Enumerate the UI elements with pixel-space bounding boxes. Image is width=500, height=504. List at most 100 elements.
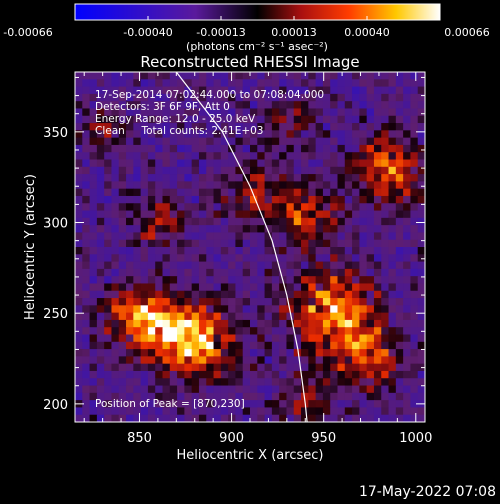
image-cell <box>410 349 419 357</box>
image-cell <box>155 370 163 379</box>
image-cell <box>410 385 419 394</box>
y-tick-label: 250 <box>43 307 68 322</box>
image-cell <box>191 247 200 255</box>
image-cell <box>359 319 368 328</box>
image-cell <box>410 130 419 139</box>
image-cell <box>184 327 193 335</box>
image-cell <box>337 217 346 226</box>
image-cell <box>337 276 346 284</box>
image-cell <box>359 232 368 241</box>
image-cell <box>388 349 397 357</box>
image-cell <box>308 414 317 422</box>
image-cell <box>308 268 317 277</box>
image-cell <box>75 312 83 321</box>
image-cell <box>147 276 156 284</box>
image-cell <box>184 370 193 379</box>
image-cell <box>286 181 295 190</box>
image-cell <box>417 152 425 160</box>
image-cell <box>388 144 397 153</box>
image-cell <box>366 203 375 211</box>
image-cell <box>126 261 134 270</box>
image-cell <box>140 400 149 408</box>
image-cell <box>410 181 419 190</box>
image-cell <box>111 210 120 219</box>
image-cell <box>118 86 127 95</box>
image-cell <box>388 108 397 117</box>
image-cell <box>220 290 229 299</box>
image-cell <box>301 159 309 168</box>
image-cell <box>293 378 302 386</box>
image-cell <box>220 115 229 124</box>
image-cell <box>322 203 331 211</box>
image-cell <box>104 166 112 175</box>
image-cell <box>308 159 317 168</box>
image-cell <box>213 72 222 80</box>
image-cell <box>410 144 419 153</box>
image-cell <box>279 232 287 241</box>
image-cell <box>126 414 134 422</box>
image-cell <box>271 298 280 306</box>
image-cell <box>417 93 425 102</box>
image-cell <box>271 159 280 168</box>
image-cell <box>242 385 251 394</box>
image-cell <box>198 72 207 80</box>
image-cell <box>242 392 251 401</box>
image-cell <box>155 225 163 233</box>
image-cell <box>104 261 112 270</box>
image-cell <box>308 254 317 262</box>
image-cell <box>177 144 185 153</box>
image-cell <box>177 363 185 372</box>
image-cell <box>395 414 404 422</box>
image-cell <box>257 414 265 422</box>
image-cell <box>322 174 331 182</box>
image-cell <box>264 254 273 262</box>
image-cell <box>381 290 389 299</box>
image-cell <box>264 283 273 292</box>
image-cell <box>315 181 324 190</box>
image-cell <box>162 203 171 211</box>
image-cell <box>162 152 171 160</box>
image-cell <box>177 407 185 416</box>
image-cell <box>104 101 112 109</box>
image-cell <box>118 152 127 160</box>
image-cell <box>352 392 360 401</box>
image-cell <box>403 123 411 131</box>
image-cell <box>279 254 287 262</box>
colorbar-ticks <box>74 16 441 20</box>
image-cell <box>257 305 265 314</box>
image-cell <box>82 86 90 95</box>
image-cell <box>271 93 280 102</box>
image-cell <box>395 283 404 292</box>
image-cell <box>184 115 193 124</box>
image-cell <box>301 188 309 197</box>
image-cell <box>96 72 105 80</box>
image-cell <box>104 400 112 408</box>
image-cell <box>395 232 404 241</box>
image-cell <box>381 79 389 87</box>
image-cell <box>155 349 163 357</box>
image-cell <box>337 385 346 394</box>
image-cell <box>96 115 105 124</box>
image-cell <box>96 144 105 153</box>
image-cell <box>250 268 258 277</box>
image-cell <box>169 217 178 226</box>
image-cell <box>111 79 120 87</box>
image-cell <box>140 181 149 190</box>
image-cell <box>184 217 193 226</box>
image-cell <box>359 370 368 379</box>
image-cell <box>89 239 98 248</box>
image-cell <box>104 385 112 394</box>
image-cell <box>118 254 127 262</box>
image-cell <box>381 414 389 422</box>
image-cell <box>96 356 105 365</box>
image-cell <box>395 363 404 372</box>
image-cell <box>198 356 207 365</box>
image-cell <box>155 123 163 131</box>
image-cell <box>169 247 178 255</box>
image-cell <box>366 268 375 277</box>
image-cell <box>322 341 331 350</box>
image-cell <box>169 210 178 219</box>
image-cell <box>337 232 346 241</box>
image-cell <box>381 166 389 175</box>
image-cell <box>220 341 229 350</box>
